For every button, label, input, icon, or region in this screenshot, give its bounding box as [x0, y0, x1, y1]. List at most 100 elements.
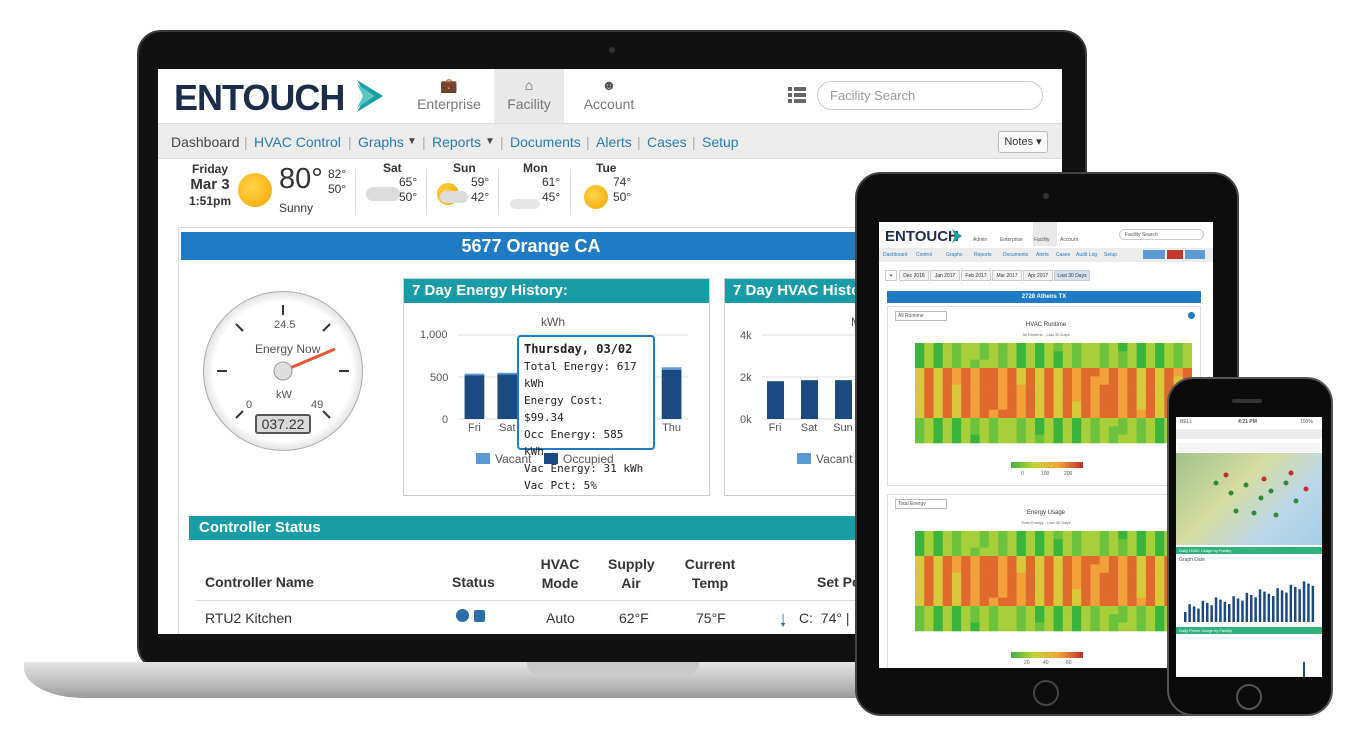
- tablet-nav-graphs[interactable]: Graphs: [946, 252, 963, 258]
- tablet-month-tab[interactable]: Last 30 Days: [1054, 270, 1090, 281]
- tablet-btn-notes[interactable]: [1185, 250, 1205, 259]
- tablet-month-tab[interactable]: Apr 2017: [1023, 270, 1053, 281]
- col-hvac-mode[interactable]: HVAC Mode: [540, 556, 580, 591]
- heatmap-cell: [1164, 351, 1174, 360]
- heatmap-cell: [1016, 622, 1027, 632]
- tab-enterprise[interactable]: 💼 Enterprise: [404, 69, 494, 123]
- tablet-tab-admin[interactable]: Admin: [973, 237, 988, 243]
- row-current-temp: 75°F: [696, 610, 726, 626]
- nav-alerts[interactable]: Alerts: [596, 134, 632, 150]
- legend-occupied[interactable]: Occupied: [563, 452, 614, 466]
- heatmap-cell: [1099, 426, 1110, 435]
- tablet-month-tab[interactable]: Dec 2016: [899, 270, 929, 281]
- nav-cases[interactable]: Cases: [647, 134, 687, 150]
- tablet-nav-control[interactable]: Control: [916, 252, 933, 258]
- tab-account[interactable]: ☻ Account: [564, 69, 654, 123]
- tablet-nav-audit[interactable]: Audit Log: [1076, 252, 1098, 258]
- nav-reports[interactable]: Reports: [432, 134, 482, 150]
- heatmap-cell: [1016, 539, 1027, 548]
- heatmap-cell: [1044, 581, 1054, 590]
- heatmap-cell: [1035, 622, 1045, 632]
- globe-icon[interactable]: [456, 609, 469, 622]
- heatmap-cell: [1090, 597, 1100, 607]
- tablet-nav-reports[interactable]: Reports: [974, 252, 992, 258]
- heatmap-cell: [1145, 622, 1156, 632]
- tablet-select-energy[interactable]: Total Energy: [895, 499, 947, 509]
- heatmap-cell: [970, 614, 980, 623]
- tablet-nav-cases[interactable]: Cases: [1056, 252, 1071, 258]
- tablet-nav-dashboard[interactable]: Dashboard: [883, 252, 908, 258]
- col-supply-air[interactable]: Supply Air: [608, 556, 655, 591]
- heatmap-cell: [988, 343, 999, 352]
- tablet-btn-blue[interactable]: [1143, 250, 1165, 259]
- nav-documents[interactable]: Documents: [510, 134, 581, 150]
- tablet-month-tab[interactable]: Mar 2017: [992, 270, 1022, 281]
- tablet-month-caret-icon[interactable]: ▾: [885, 270, 897, 281]
- heatmap-cell: [951, 614, 962, 623]
- tablet-camera: [1043, 193, 1049, 199]
- legend-vacant[interactable]: Vacant: [495, 452, 532, 466]
- heatmap-cell: [970, 343, 980, 352]
- facility-search-input[interactable]: Facility Search: [817, 81, 1043, 110]
- heatmap-cell: [924, 589, 934, 598]
- tablet-tab-account[interactable]: Account: [1060, 237, 1079, 243]
- heatmap-cell: [961, 531, 971, 540]
- heatmap-cell: [924, 384, 934, 394]
- nav-graphs[interactable]: Graphs: [358, 134, 404, 150]
- heatmap-cell: [1127, 572, 1137, 582]
- heatmap-cell: [942, 547, 953, 557]
- heatmap-cell: [1071, 597, 1082, 607]
- nav-setup[interactable]: Setup: [702, 134, 739, 150]
- heatmap-cell: [1182, 351, 1192, 360]
- legend-hvac-vacant[interactable]: Vacant: [816, 452, 853, 466]
- tablet-search-input[interactable]: Facility Search: [1119, 229, 1204, 240]
- facility-title[interactable]: 5677 Orange CA: [181, 232, 881, 260]
- notes-button[interactable]: Notes ▾: [998, 131, 1048, 153]
- tablet-month-tab[interactable]: Feb 2017: [961, 270, 991, 281]
- heatmap-cell: [1081, 359, 1091, 369]
- heatmap-cell: [924, 614, 934, 623]
- col-current-temp[interactable]: Current Temp: [684, 556, 736, 591]
- heatmap-cell: [1155, 343, 1165, 352]
- phone-bar: [1206, 603, 1209, 622]
- col-status[interactable]: Status: [452, 574, 495, 590]
- tablet-nav-alerts[interactable]: Alerts: [1036, 252, 1049, 258]
- col-set-point[interactable]: Set Po: [817, 574, 861, 590]
- controller-status-title: Controller Status: [189, 516, 894, 540]
- heatmap-cell: [1081, 409, 1091, 419]
- heatmap-cell: [1053, 531, 1064, 540]
- heatmap-cell: [979, 622, 990, 632]
- tablet-tab-facility[interactable]: Facility: [1034, 237, 1050, 243]
- heatmap-cell: [1099, 351, 1110, 360]
- heatmap-cell: [1053, 622, 1064, 632]
- x-tick-label: Sat: [499, 422, 516, 431]
- info-icon[interactable]: [1188, 312, 1195, 319]
- tablet-select-runtime[interactable]: All Runtime: [895, 311, 947, 321]
- heatmap-cell: [933, 539, 943, 548]
- heatmap-cell: [1035, 376, 1045, 385]
- nav-dashboard[interactable]: Dashboard: [171, 134, 240, 150]
- heatmap-cell: [933, 531, 943, 540]
- tab-facility[interactable]: ⌂ Facility: [494, 69, 564, 123]
- heatmap-cell: [1007, 368, 1017, 377]
- row-controller-name[interactable]: RTU2 Kitchen: [205, 610, 292, 626]
- heatmap-cell: [1118, 384, 1128, 394]
- today-time: 1:51pm: [188, 194, 232, 208]
- nav-hvac-control[interactable]: HVAC Control: [254, 134, 341, 150]
- phone-map[interactable]: [1176, 453, 1322, 545]
- lock-icon[interactable]: [474, 610, 485, 622]
- grid-menu-icon[interactable]: [788, 87, 806, 103]
- tablet-tab-enterprise[interactable]: Enterprise: [1000, 237, 1023, 243]
- nav-separator: |: [348, 134, 352, 150]
- tablet-nav-setup[interactable]: Setup: [1104, 252, 1118, 258]
- heatmap-cell: [933, 622, 943, 632]
- tablet-nav-documents[interactable]: Documents: [1003, 252, 1029, 258]
- tablet-month-tab[interactable]: Jan 2017: [930, 270, 960, 281]
- heatmap-cell: [915, 343, 925, 352]
- logo[interactable]: ENTOUCH: [174, 77, 345, 118]
- logo-arrow-icon: [357, 80, 383, 112]
- heatmap-cell: [1016, 581, 1027, 590]
- legend-occupied-swatch: [544, 453, 558, 464]
- tablet-btn-red[interactable]: [1167, 250, 1183, 259]
- col-controller-name[interactable]: Controller Name: [205, 574, 314, 590]
